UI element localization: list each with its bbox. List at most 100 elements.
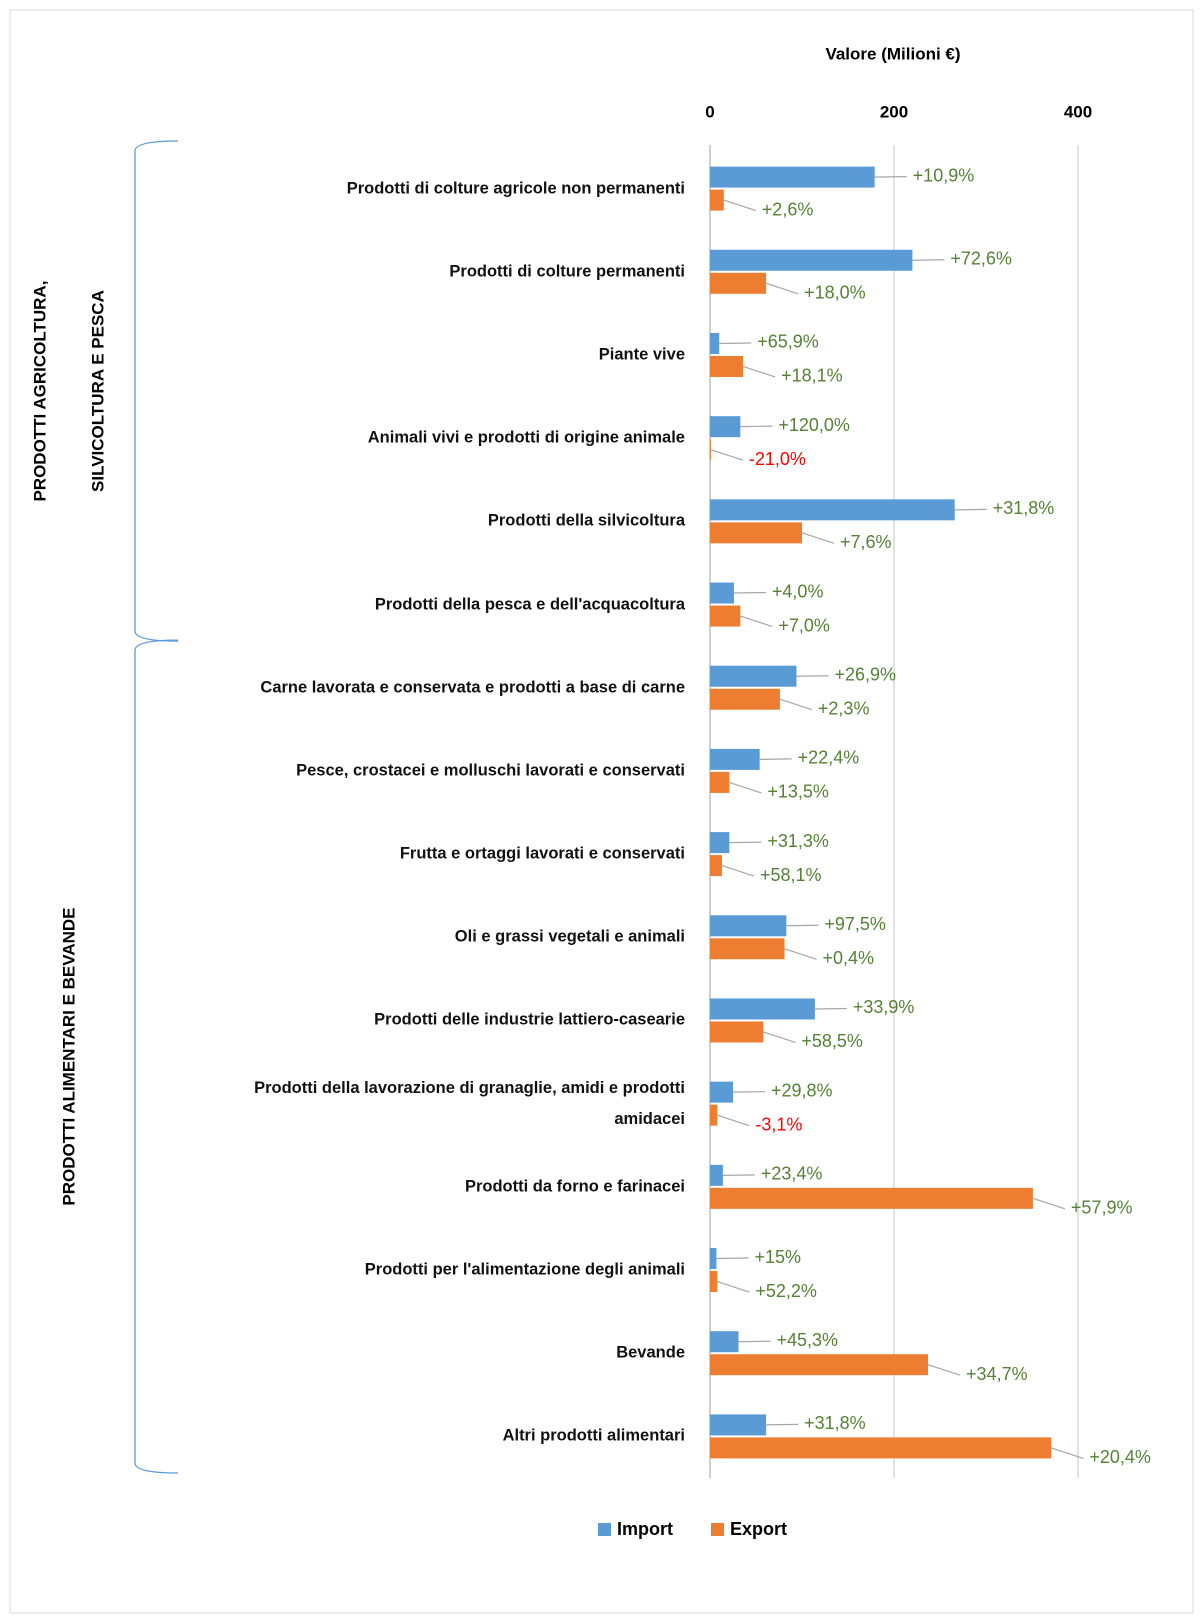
bar (710, 605, 741, 627)
change-label: +7,0% (778, 615, 830, 635)
leader-line (717, 1114, 750, 1127)
category-label: Prodotti della silvicoltura (487, 511, 685, 530)
leader-line (732, 1091, 766, 1093)
change-label: +65,9% (757, 332, 819, 352)
leader-line (729, 781, 762, 794)
bar (710, 665, 797, 687)
category-label: Prodotti della lavorazione di granaglie,… (254, 1078, 685, 1128)
bar (710, 1187, 1033, 1209)
bar (710, 1437, 1052, 1459)
legend-swatch (711, 1523, 724, 1536)
change-label: +2,6% (762, 199, 814, 219)
bar (710, 688, 780, 710)
bar (710, 771, 730, 793)
group-bracket (134, 639, 179, 1474)
change-label: +20,4% (1089, 1447, 1151, 1467)
leader-line (814, 1007, 847, 1010)
bar (710, 166, 875, 188)
change-label: +31,3% (767, 831, 829, 851)
change-label: +52,2% (755, 1281, 817, 1301)
change-label: +29,8% (771, 1080, 833, 1100)
change-label: +45,3% (777, 1330, 839, 1350)
change-label: +31,8% (804, 1413, 866, 1433)
category-label: Prodotti della pesca e dell'acquacoltura (374, 595, 685, 614)
leader-line (766, 1423, 799, 1426)
change-label: +120,0% (778, 415, 850, 435)
group-label: PRODOTTI AGRICOLTURA, (30, 281, 49, 502)
leader-line (801, 532, 835, 544)
leader-line (874, 175, 907, 178)
x-tick-label: 0 (705, 102, 714, 121)
bar (710, 832, 730, 854)
bar (710, 249, 913, 271)
category-label: Prodotti delle industrie lattiero-casear… (374, 1010, 685, 1029)
bar (710, 998, 815, 1020)
leader-line (912, 259, 945, 261)
legend-swatch (598, 1523, 611, 1536)
change-label: +23,4% (761, 1164, 823, 1184)
bar (710, 1248, 717, 1270)
category-label: Prodotti per l'alimentazione degli anima… (364, 1260, 685, 1279)
bar (710, 1081, 733, 1103)
x-tick-label: 200 (880, 102, 908, 121)
leader-line (742, 365, 776, 378)
bar (710, 1021, 764, 1043)
change-label: +22,4% (798, 748, 860, 768)
leader-line (723, 199, 756, 212)
leader-line (717, 1280, 750, 1293)
change-label: +31,8% (993, 498, 1055, 518)
bar (710, 332, 720, 354)
leader-line (740, 425, 773, 428)
category-label: Prodotti di colture permanenti (449, 262, 685, 281)
axis-title: Valore (Milioni €) (825, 44, 960, 63)
leader-line (954, 508, 987, 511)
leader-line (927, 1364, 961, 1376)
leader-line (779, 698, 813, 711)
legend-label: Import (617, 1519, 673, 1539)
category-label: Piante vive (598, 345, 685, 364)
change-label: +33,9% (853, 997, 915, 1017)
x-tick-label: 400 (1064, 102, 1092, 121)
change-label: +4,0% (772, 581, 824, 601)
bar (710, 355, 744, 377)
bar (710, 582, 734, 604)
bar (710, 1271, 718, 1293)
change-label: +0,4% (823, 948, 875, 968)
bar (710, 439, 711, 461)
change-label: +7,6% (840, 532, 892, 552)
bar (710, 499, 955, 521)
leader-line (721, 865, 755, 877)
group-bracket (134, 140, 179, 642)
change-label: +10,9% (913, 165, 975, 185)
leader-line (710, 449, 744, 461)
change-label: +97,5% (824, 914, 886, 934)
category-label: Frutta e ortaggi lavorati e conservati (399, 844, 685, 863)
leader-line (759, 758, 792, 761)
leader-line (1051, 1447, 1084, 1459)
change-label: +57,9% (1071, 1198, 1133, 1218)
leader-line (740, 615, 773, 628)
leader-line (719, 342, 752, 345)
bar (710, 189, 724, 211)
bar (710, 416, 741, 438)
leader-line (733, 591, 766, 594)
change-label: +72,6% (950, 249, 1012, 269)
category-label: Carne lavorata e conservata e prodotti a… (260, 678, 685, 697)
bar (710, 855, 722, 877)
category-label: Animali vivi e prodotti di origine anima… (367, 428, 685, 447)
leader-line (765, 282, 799, 295)
bar (710, 272, 767, 294)
change-label: -3,1% (755, 1114, 802, 1134)
change-label: -21,0% (749, 449, 806, 469)
change-label: +34,7% (966, 1364, 1028, 1384)
leader-line (729, 841, 762, 844)
group-label: PRODOTTI ALIMENTARI E BEVANDE (59, 907, 78, 1205)
bar (710, 938, 785, 960)
group-label: SILVICOLTURA E PESCA (88, 290, 107, 492)
leader-line (1032, 1197, 1066, 1210)
leader-line (722, 1174, 755, 1176)
bar (710, 1354, 929, 1376)
change-label: +15% (754, 1247, 801, 1267)
